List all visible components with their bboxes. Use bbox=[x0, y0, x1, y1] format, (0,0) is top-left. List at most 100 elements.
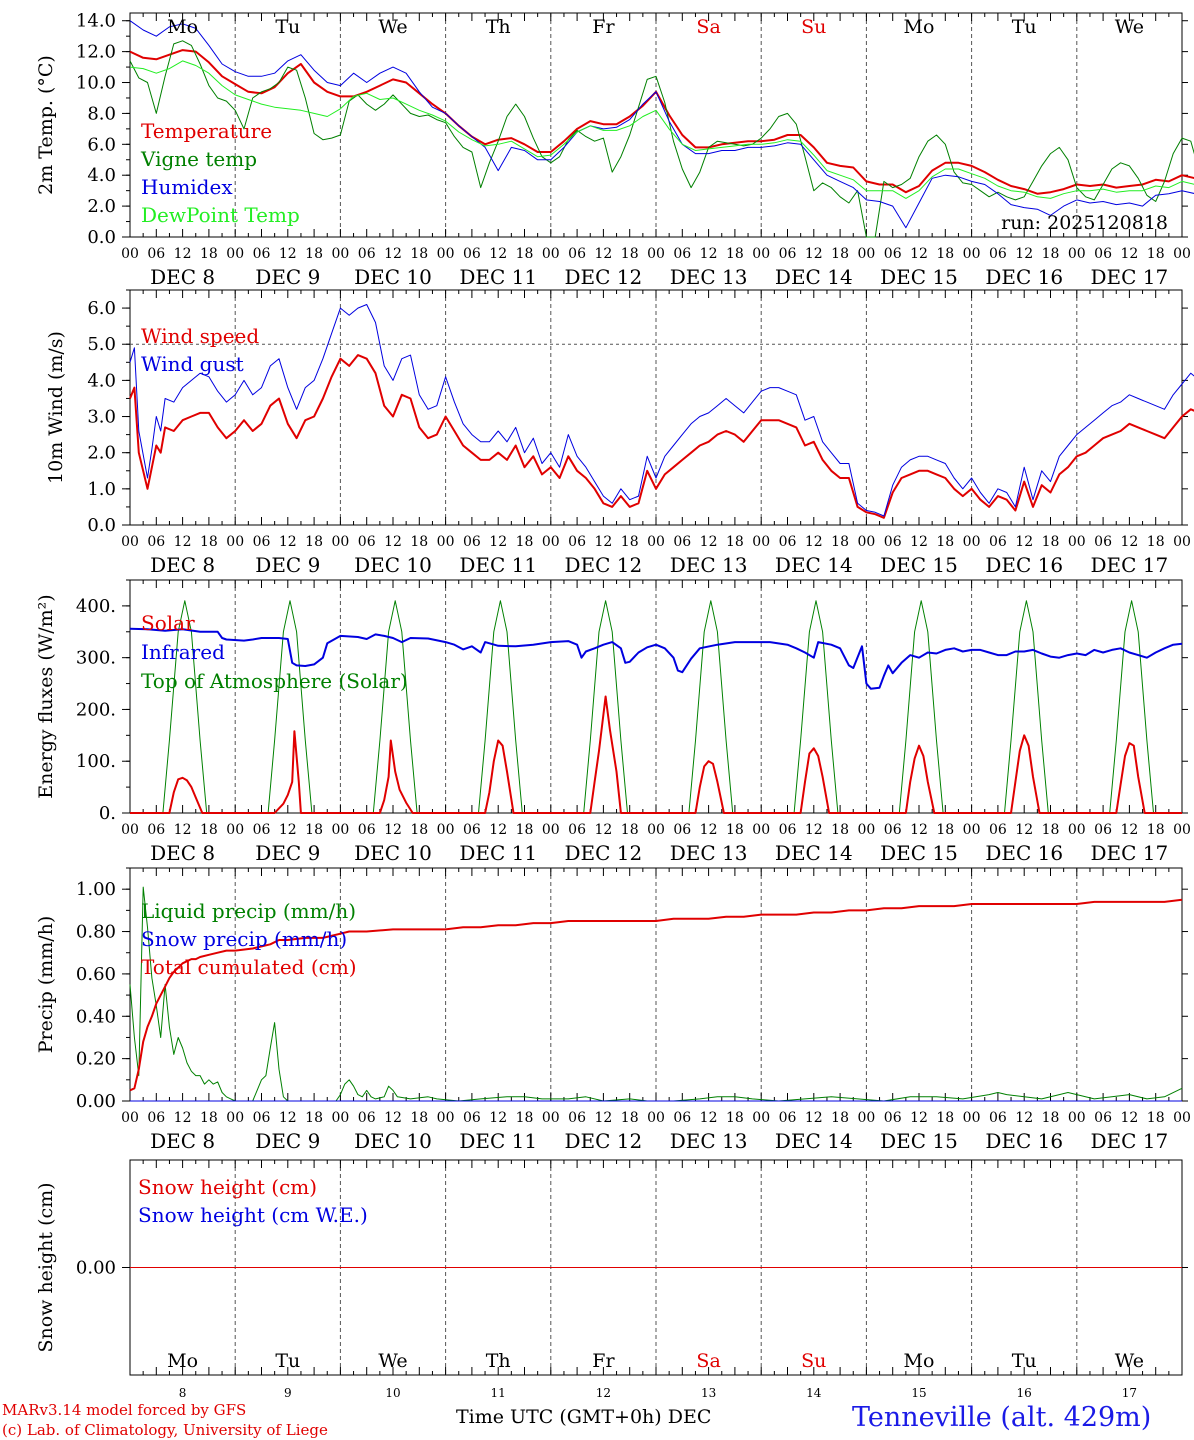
hour-label: 00 bbox=[331, 1110, 349, 1126]
hour-label: 00 bbox=[331, 534, 349, 550]
hour-label: 18 bbox=[200, 534, 218, 550]
hour-label: 06 bbox=[779, 822, 797, 838]
hour-label: 00 bbox=[121, 534, 139, 550]
day-label: DEC 11 bbox=[459, 265, 537, 289]
hour-label: 18 bbox=[516, 246, 534, 262]
day-label: DEC 15 bbox=[880, 841, 958, 865]
hour-label: 12 bbox=[700, 822, 718, 838]
day-label: DEC 9 bbox=[255, 265, 320, 289]
hour-label: 18 bbox=[410, 822, 428, 838]
y-tick-label: 4.0 bbox=[87, 370, 116, 391]
legend-entry: Snow height (cm W.E.) bbox=[138, 1203, 368, 1227]
day-label: DEC 15 bbox=[880, 1129, 958, 1153]
weekday-label: Tu bbox=[1012, 1350, 1037, 1372]
hour-label: 00 bbox=[857, 246, 875, 262]
legend-entry: Vigne temp bbox=[140, 147, 257, 171]
hour-label: 06 bbox=[884, 1110, 902, 1126]
hour-label: 12 bbox=[594, 246, 612, 262]
hour-label: 06 bbox=[253, 534, 271, 550]
series-liquid-precip-mm-h- bbox=[129, 886, 1183, 1102]
weekday-label: Sa bbox=[696, 16, 720, 38]
hour-label: 06 bbox=[779, 246, 797, 262]
meteogram: 0.0 2.0 4.0 6.0 8.0 10.0 12.0 14.0 2m Temp. (°C)… bbox=[35, 11, 1194, 1400]
hour-label: 18 bbox=[410, 1110, 428, 1126]
panel-precip bbox=[122, 867, 1188, 1102]
hour-label: 18 bbox=[200, 822, 218, 838]
hour-label: 18 bbox=[936, 822, 954, 838]
day-label: DEC 8 bbox=[150, 841, 215, 865]
hour-label: 00 bbox=[437, 1110, 455, 1126]
hour-label: 00 bbox=[963, 1110, 981, 1126]
hour-label: 00 bbox=[857, 534, 875, 550]
hour-label: 06 bbox=[673, 822, 691, 838]
hour-label: 18 bbox=[1147, 1110, 1165, 1126]
hour-label: 12 bbox=[174, 246, 192, 262]
day-number: 11 bbox=[491, 1386, 506, 1400]
hour-label: 06 bbox=[1094, 246, 1112, 262]
y-tick-label: 200. bbox=[76, 699, 116, 720]
hour-label: 18 bbox=[1042, 534, 1060, 550]
hour-label: 18 bbox=[305, 534, 323, 550]
series-humidex bbox=[129, 20, 1194, 229]
hour-label: 00 bbox=[752, 534, 770, 550]
weekday-label: We bbox=[1115, 1350, 1144, 1372]
day-number: 17 bbox=[1122, 1386, 1137, 1400]
y-tick-label: 6.0 bbox=[87, 134, 116, 155]
day-label: DEC 10 bbox=[354, 1129, 432, 1153]
station-name: Tenneville (alt. 429m) bbox=[852, 1402, 1152, 1433]
weekday-label: Su bbox=[801, 16, 826, 38]
hour-label: 12 bbox=[279, 822, 297, 838]
legend-entry: Solar bbox=[141, 611, 195, 635]
weekday-label: Mo bbox=[167, 16, 198, 38]
hour-label: 06 bbox=[253, 246, 271, 262]
hour-label: 18 bbox=[516, 534, 534, 550]
hour-label: 18 bbox=[831, 246, 849, 262]
hour-label: 00 bbox=[1068, 1110, 1086, 1126]
hour-label: 12 bbox=[174, 534, 192, 550]
legend-entry: Snow height (cm) bbox=[138, 1175, 317, 1199]
y-tick-label: 1.0 bbox=[87, 479, 116, 500]
hour-label: 12 bbox=[805, 1110, 823, 1126]
y-tick-label: 5.0 bbox=[87, 334, 116, 355]
hour-label: 12 bbox=[805, 246, 823, 262]
day-label: DEC 15 bbox=[880, 265, 958, 289]
panel-temp bbox=[122, 12, 1194, 238]
hour-label: 18 bbox=[1147, 534, 1165, 550]
weekday-label: Mo bbox=[167, 1350, 198, 1372]
day-label: DEC 9 bbox=[255, 553, 320, 577]
hour-label: 18 bbox=[305, 246, 323, 262]
day-label: DEC 11 bbox=[459, 1129, 537, 1153]
hour-label: 06 bbox=[463, 534, 481, 550]
hour-label: 18 bbox=[200, 246, 218, 262]
hour-label: 00 bbox=[542, 822, 560, 838]
day-number: 8 bbox=[179, 1386, 187, 1400]
y-tick-label: 0.0 bbox=[87, 515, 116, 536]
hour-label: 12 bbox=[384, 1110, 402, 1126]
hour-label: 00 bbox=[542, 1110, 560, 1126]
model-credit: MARv3.14 model forced by GFS bbox=[2, 1401, 247, 1419]
day-number: 9 bbox=[284, 1386, 292, 1400]
hour-label: 00 bbox=[121, 822, 139, 838]
hour-label: 18 bbox=[726, 1110, 744, 1126]
hour-label: 18 bbox=[726, 246, 744, 262]
hour-label: 18 bbox=[726, 534, 744, 550]
day-label: DEC 8 bbox=[150, 553, 215, 577]
time-axis-label: Time UTC (GMT+0h) DEC bbox=[456, 1406, 712, 1428]
hour-label: 06 bbox=[884, 246, 902, 262]
legend-entry: Wind speed bbox=[141, 324, 259, 348]
hour-label: 12 bbox=[174, 822, 192, 838]
hour-label: 06 bbox=[779, 534, 797, 550]
y-axis-label: Snow height (cm) bbox=[35, 1182, 57, 1352]
y-tick-label: 0.00 bbox=[76, 1091, 116, 1112]
y-tick-label: 0.80 bbox=[76, 922, 116, 943]
hour-label: 00 bbox=[1173, 822, 1191, 838]
day-label: DEC 17 bbox=[1091, 841, 1169, 865]
hour-label: 12 bbox=[910, 822, 928, 838]
y-tick-label: 10.0 bbox=[76, 73, 116, 94]
hour-label: 12 bbox=[489, 1110, 507, 1126]
hour-label: 18 bbox=[621, 1110, 639, 1126]
legend-entry: Liquid precip (mm/h) bbox=[141, 899, 356, 923]
day-label: DEC 9 bbox=[255, 1129, 320, 1153]
y-tick-label: 4.0 bbox=[87, 165, 116, 186]
hour-label: 00 bbox=[331, 246, 349, 262]
